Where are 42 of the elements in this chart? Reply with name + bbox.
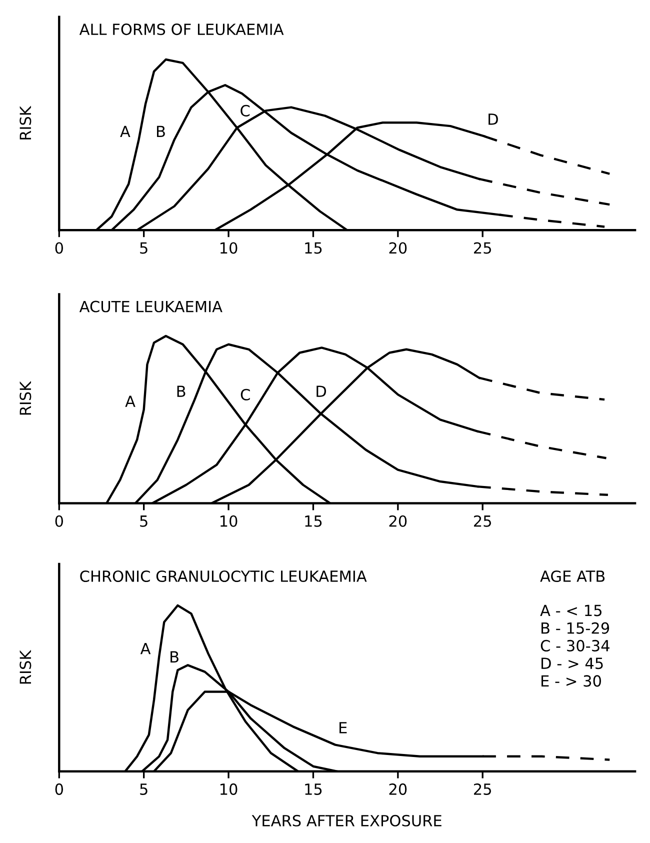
x-tick-label: 0 (55, 515, 63, 527)
annotation: B (170, 651, 178, 662)
annotation: A - < 15 (540, 604, 602, 616)
x-tick-label: 20 (389, 242, 407, 254)
chart-title: ACUTE LEUKAEMIA (79, 300, 222, 312)
x-tick-label: 10 (220, 242, 238, 254)
annotation: C (240, 388, 250, 400)
x-tick-label: 15 (305, 784, 322, 795)
x-tick-label: 10 (220, 515, 238, 527)
annotation: D - > 45 (542, 658, 603, 670)
annotation: B (177, 386, 186, 397)
x-tick-label: 20 (389, 783, 407, 795)
y-axis-title: RISK (20, 650, 32, 684)
annotation: E - > 30 (542, 675, 601, 687)
x-tick-label: 25 (474, 242, 491, 254)
annotation: B (157, 126, 165, 137)
annotation: D (316, 386, 326, 397)
annotation: A (120, 126, 130, 137)
x-tick-label: 0 (55, 242, 63, 254)
annotation: A (140, 643, 151, 654)
text: AGE ATB (540, 570, 605, 582)
annotation: C - 30-34 (540, 640, 610, 652)
x-tick-label: 5 (140, 516, 148, 527)
chart-title: CHRONIC GRANULOCYTIC LEUKAEMIA (80, 570, 367, 582)
x-tick-label: 15 (305, 516, 322, 527)
annotation: D (488, 114, 498, 125)
x-tick-label: 15 (305, 242, 322, 254)
x-tick-label: 10 (220, 783, 238, 795)
annotation: C (240, 104, 250, 116)
x-tick-label: 25 (474, 515, 491, 527)
y-axis-title: RISK (20, 381, 32, 415)
x-tick-label: 0 (55, 783, 63, 795)
y-axis-title: RISK (20, 106, 32, 140)
annotation: E (340, 722, 347, 734)
chart-title: ALL FORMS OF LEUKAEMIA (79, 24, 284, 36)
annotation: B - 15-29 (542, 622, 610, 634)
x-tick-label: 20 (389, 515, 407, 527)
x-axis-title: YEARS AFTER EXPOSURE (252, 814, 442, 826)
x-tick-label: 25 (474, 783, 491, 795)
x-tick-label: 5 (140, 784, 148, 795)
x-tick-label: 5 (140, 242, 148, 254)
annotation: A (125, 396, 136, 407)
